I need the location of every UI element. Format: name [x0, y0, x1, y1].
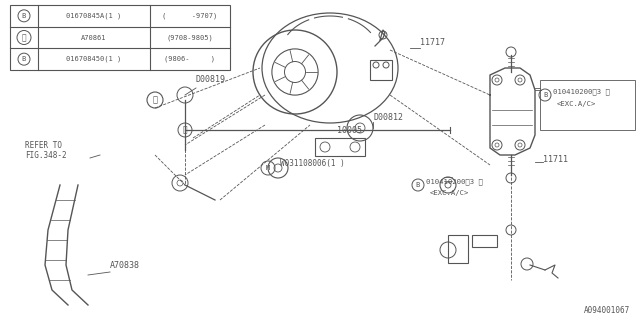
Text: REFER TO: REFER TO: [25, 141, 62, 150]
Text: <EXC.A/C>: <EXC.A/C>: [430, 190, 469, 196]
Bar: [10, 5, 230, 70]
Text: D00819: D00819: [196, 75, 226, 84]
Text: B: B: [543, 92, 547, 98]
Bar: [540, 80, 635, 130]
Bar: [370, 60, 392, 80]
Text: B: B: [22, 56, 26, 62]
Text: D00812: D00812: [373, 113, 403, 122]
Text: 11717: 11717: [420, 38, 445, 47]
Text: ①: ①: [182, 125, 188, 134]
Text: (      -9707): ( -9707): [163, 12, 218, 19]
Text: (9806-     ): (9806- ): [164, 56, 216, 62]
Text: FIG.348-2: FIG.348-2: [25, 151, 67, 160]
Text: 10005: 10005: [337, 126, 362, 135]
Text: <EXC.A/C>: <EXC.A/C>: [557, 101, 596, 107]
Text: ①: ①: [152, 95, 157, 105]
Text: ①: ①: [22, 33, 26, 42]
Text: W031108006(1 ): W031108006(1 ): [280, 159, 345, 168]
Bar: [315, 138, 365, 156]
Text: 016708450(1 ): 016708450(1 ): [67, 56, 122, 62]
Text: A094001067: A094001067: [584, 306, 630, 315]
Text: 010410200（3 ）: 010410200（3 ）: [426, 178, 483, 185]
Text: B: B: [416, 182, 420, 188]
Text: (9708-9805): (9708-9805): [166, 34, 213, 41]
Text: M: M: [266, 165, 270, 171]
Text: B: B: [22, 13, 26, 19]
Text: 010410200（3 ）: 010410200（3 ）: [553, 88, 610, 95]
Bar: [472, 235, 497, 247]
Text: 01670845A(1 ): 01670845A(1 ): [67, 12, 122, 19]
Text: A70838: A70838: [110, 261, 140, 270]
Text: 11711: 11711: [543, 155, 568, 164]
Text: A70861: A70861: [81, 35, 107, 41]
Bar: [448, 235, 468, 263]
